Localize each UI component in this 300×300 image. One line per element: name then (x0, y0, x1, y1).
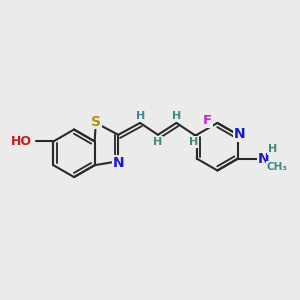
Text: N: N (258, 152, 269, 166)
Text: N: N (113, 156, 125, 170)
Text: N: N (234, 127, 246, 141)
Text: H: H (153, 137, 162, 147)
Text: HO: HO (11, 135, 32, 148)
Text: H: H (136, 111, 146, 121)
Text: H: H (189, 137, 198, 147)
Text: F: F (203, 114, 212, 127)
Text: CH₃: CH₃ (266, 161, 287, 172)
Text: S: S (91, 115, 101, 129)
Text: H: H (172, 111, 182, 121)
Text: H: H (268, 144, 277, 154)
